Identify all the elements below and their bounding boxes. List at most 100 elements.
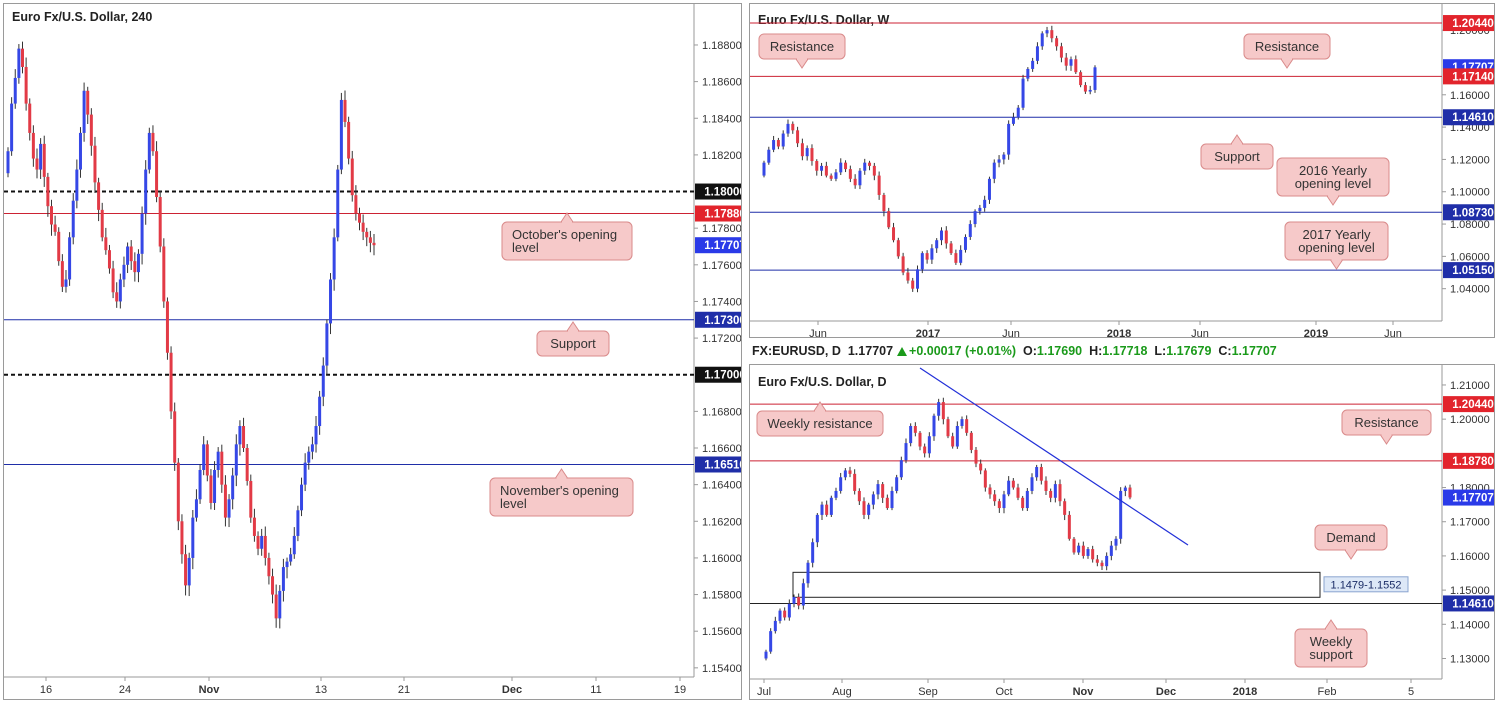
candle-body bbox=[234, 444, 238, 476]
candle-body bbox=[890, 490, 894, 509]
candle-body bbox=[173, 411, 177, 463]
candle-body bbox=[1064, 57, 1068, 66]
chart-daily[interactable]: 1.210001.200001.180001.170001.160001.150… bbox=[750, 365, 1494, 699]
candle-body bbox=[325, 323, 329, 366]
candle-body bbox=[71, 200, 75, 238]
callout-text: level bbox=[512, 240, 539, 255]
candle-body bbox=[191, 517, 195, 558]
callout: Resistance bbox=[1243, 33, 1331, 69]
candle-body bbox=[314, 426, 318, 445]
x-tick-label: Jun bbox=[1002, 328, 1020, 337]
candle-body bbox=[267, 557, 271, 577]
level-price-tag bbox=[695, 456, 741, 473]
candle-body bbox=[329, 279, 333, 324]
candle-body bbox=[238, 426, 242, 445]
y-tick-label: 1.12000 bbox=[1450, 154, 1490, 166]
candle-body bbox=[1016, 487, 1020, 498]
high-value: 1.17718 bbox=[1102, 344, 1148, 358]
candle-body bbox=[1067, 514, 1071, 539]
candle-body bbox=[863, 162, 867, 171]
candle-body bbox=[263, 535, 267, 558]
candle-body bbox=[35, 158, 39, 170]
callout-text: Support bbox=[550, 336, 596, 351]
level-price-tag bbox=[1443, 396, 1494, 413]
candle-body bbox=[1119, 490, 1123, 539]
x-tick-label: Jun bbox=[1191, 328, 1209, 337]
candle-body bbox=[343, 99, 347, 122]
candle-body bbox=[1050, 30, 1054, 39]
callout-text: opening level bbox=[1295, 176, 1372, 191]
candle-body bbox=[220, 451, 224, 485]
candle-body bbox=[867, 504, 871, 515]
chart-h4[interactable]: 1.18800 1.18600 1.18400 1.18200 1.17800 1.176… bbox=[4, 4, 741, 699]
y-tick-label: 1.14000 bbox=[1450, 122, 1490, 134]
candle-body bbox=[1063, 501, 1067, 515]
candle-body bbox=[911, 280, 915, 289]
candle-body bbox=[318, 396, 322, 427]
candle-body bbox=[111, 268, 115, 293]
candle-body bbox=[64, 279, 68, 287]
level-price-label: 1.20440 bbox=[1452, 18, 1494, 30]
x-tick-label: 2019 bbox=[1304, 328, 1328, 337]
candle-body bbox=[307, 451, 311, 463]
candle-body bbox=[786, 123, 790, 134]
candle-body bbox=[877, 175, 881, 195]
candle-body bbox=[82, 90, 86, 133]
candle-body bbox=[260, 535, 264, 549]
candle-body bbox=[1128, 487, 1132, 498]
candle-body bbox=[151, 132, 155, 152]
y-tick-label: 1.17800 bbox=[702, 223, 741, 235]
y-tick-label: 1.16800 bbox=[702, 406, 741, 418]
candle-body bbox=[358, 213, 362, 223]
candle-body bbox=[107, 250, 111, 269]
candle-body bbox=[992, 162, 996, 179]
callout-text: November's opening bbox=[500, 483, 619, 498]
chart-panel-daily[interactable]: Euro Fx/U.S. Dollar, D 1.21000 1.20000 1.1… bbox=[749, 364, 1495, 700]
candle-body bbox=[202, 444, 206, 470]
level-price-tag bbox=[1443, 15, 1494, 32]
level-price-label: 1.17000 bbox=[704, 370, 741, 382]
y-tick-label: 1.04000 bbox=[1450, 284, 1490, 296]
candle-body bbox=[86, 90, 90, 115]
y-tick-label: 1.14000 bbox=[1450, 619, 1490, 631]
candle-body bbox=[53, 224, 57, 232]
candle-body bbox=[118, 279, 122, 302]
chart-weekly[interactable]: 1.200001.160001.140001.120001.100001.080… bbox=[750, 4, 1494, 337]
candle-body bbox=[49, 206, 53, 225]
candle-body bbox=[829, 175, 833, 179]
candle-body bbox=[987, 178, 991, 200]
x-tick-label: Dec bbox=[1156, 686, 1176, 698]
level-price-label: 1.18780 bbox=[1452, 456, 1494, 468]
candle-body bbox=[17, 48, 21, 78]
candle-body bbox=[1105, 555, 1109, 567]
candle-body bbox=[797, 596, 801, 606]
x-tick-label: Oct bbox=[995, 686, 1012, 698]
symbol-info-bar: FX:EURUSD, D 1.17707 +0.00017 (+0.01%) O:… bbox=[752, 344, 1277, 358]
candle-body bbox=[205, 444, 209, 476]
candle-body bbox=[122, 264, 126, 280]
level-price-tag bbox=[695, 183, 741, 200]
level-price-tag bbox=[1443, 204, 1494, 221]
y-tick-label: 1.16200 bbox=[702, 516, 741, 528]
candle-body bbox=[781, 133, 785, 147]
candle-body bbox=[303, 462, 307, 485]
y-tick-label: 1.16000 bbox=[1450, 551, 1490, 563]
y-tick-label: 1.10000 bbox=[1450, 187, 1490, 199]
candle-body bbox=[843, 470, 847, 478]
candle-body bbox=[278, 590, 282, 619]
level-price-tag bbox=[1443, 452, 1494, 469]
chart-panel-h4[interactable]: Euro Fx/U.S. Dollar, 240 1.18800 1.18600 1… bbox=[3, 3, 742, 700]
candle-body bbox=[1114, 538, 1118, 546]
candle-body bbox=[983, 470, 987, 488]
candle-body bbox=[848, 470, 852, 474]
candle-body bbox=[1011, 117, 1015, 124]
level-price-label: 1.17880 bbox=[704, 209, 741, 221]
candle-body bbox=[1055, 38, 1059, 47]
level-price-tag bbox=[695, 237, 741, 254]
candle-body bbox=[834, 490, 838, 498]
callout-pointer bbox=[813, 401, 827, 412]
candle-body bbox=[46, 176, 50, 207]
chart-panel-weekly[interactable]: Euro Fx/U.S. Dollar, W 1.20000 1.16000 1.1… bbox=[749, 3, 1495, 338]
candle-body bbox=[853, 473, 857, 491]
